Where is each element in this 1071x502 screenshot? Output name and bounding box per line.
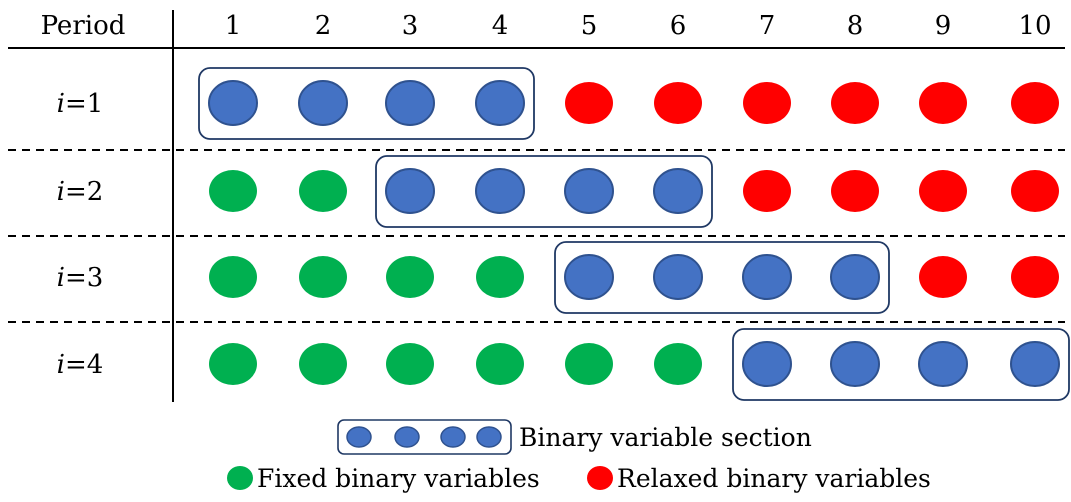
relaxed-variable-dot xyxy=(919,256,967,298)
period-header: Period xyxy=(41,11,126,41)
period-number: 5 xyxy=(581,11,598,41)
iteration-value: =2 xyxy=(65,177,103,207)
iteration-label: i=3 xyxy=(57,263,104,293)
iteration-variable: i xyxy=(57,350,65,380)
binary-variable-dot xyxy=(830,254,880,300)
period-number: 1 xyxy=(225,11,242,41)
iteration-row: i=3 xyxy=(57,241,1059,314)
binary-variable-dot xyxy=(1010,341,1060,387)
legend-binary-dot xyxy=(440,426,466,448)
binary-variable-dot xyxy=(742,341,792,387)
fixed-variable-dot xyxy=(299,256,347,298)
relaxed-variable-dot xyxy=(1011,256,1059,298)
binary-variable-dot xyxy=(475,80,525,126)
iteration-row: i=2 xyxy=(57,155,1059,228)
fixed-variable-dot xyxy=(209,256,257,298)
iteration-row: i=4 xyxy=(57,328,1070,401)
fixed-variable-dot xyxy=(476,343,524,385)
binary-variable-dot xyxy=(564,254,614,300)
relaxed-variable-dot xyxy=(1011,170,1059,212)
binary-variable-dot xyxy=(385,80,435,126)
binary-variable-dot xyxy=(653,254,703,300)
period-number: 2 xyxy=(315,11,332,41)
legend-relaxed-label: Relaxed binary variables xyxy=(617,464,931,493)
period-number: 10 xyxy=(1018,11,1051,41)
fixed-variable-dot xyxy=(386,256,434,298)
legend-fixed-dot xyxy=(227,466,253,490)
iteration-label: i=2 xyxy=(57,177,104,207)
period-number: 4 xyxy=(492,11,509,41)
relaxed-variable-dot xyxy=(654,82,702,124)
binary-variable-dot xyxy=(385,168,435,214)
period-number: 7 xyxy=(759,11,776,41)
fixed-variable-dot xyxy=(209,343,257,385)
iteration-value: =1 xyxy=(65,89,103,119)
binary-variable-dot xyxy=(653,168,703,214)
fixed-variable-dot xyxy=(476,256,524,298)
iteration-rows: i=1i=2i=3i=4 xyxy=(57,67,1070,401)
legend-relaxed-dot xyxy=(587,466,613,490)
binary-variable-dot xyxy=(564,168,614,214)
relaxed-variable-dot xyxy=(743,170,791,212)
binary-variable-dot xyxy=(830,341,880,387)
fixed-variable-dot xyxy=(565,343,613,385)
period-number: 9 xyxy=(935,11,952,41)
relaxed-variable-dot xyxy=(919,82,967,124)
period-number: 8 xyxy=(847,11,864,41)
fixed-variable-dot xyxy=(299,170,347,212)
binary-variable-dot xyxy=(208,80,258,126)
binary-section-window xyxy=(198,67,535,140)
relaxed-variable-dot xyxy=(831,82,879,124)
relaxed-variable-dot xyxy=(743,82,791,124)
relaxed-variable-dot xyxy=(1011,82,1059,124)
iteration-value: =4 xyxy=(65,350,103,380)
iteration-variable: i xyxy=(57,177,65,207)
period-number: 6 xyxy=(670,11,687,41)
legend-section-box xyxy=(337,419,512,455)
legend-fixed-label: Fixed binary variables xyxy=(257,464,540,493)
fixed-variable-dot xyxy=(299,343,347,385)
legend-binary-dot xyxy=(394,426,420,448)
binary-variable-dot xyxy=(918,341,968,387)
relaxed-variable-dot xyxy=(919,170,967,212)
iteration-label: i=4 xyxy=(57,350,104,380)
fixed-variable-dot xyxy=(654,343,702,385)
binary-section-window xyxy=(732,328,1070,401)
legend: Binary variable section Fixed binary var… xyxy=(227,419,931,493)
binary-section-window xyxy=(554,241,890,314)
legend-section-label: Binary variable section xyxy=(519,423,812,452)
legend-binary-dot xyxy=(346,426,372,448)
iteration-value: =3 xyxy=(65,263,103,293)
iteration-variable: i xyxy=(57,263,65,293)
iteration-row: i=1 xyxy=(57,67,1059,140)
fixed-variable-dot xyxy=(386,343,434,385)
binary-variable-dot xyxy=(742,254,792,300)
relaxed-variable-dot xyxy=(565,82,613,124)
binary-variable-dot xyxy=(475,168,525,214)
period-number: 3 xyxy=(402,11,419,41)
binary-section-window xyxy=(375,155,713,228)
fixed-variable-dot xyxy=(209,170,257,212)
iteration-variable: i xyxy=(57,89,65,119)
period-numbers: 1 2 3 4 5 6 7 8 9 10 xyxy=(225,11,1052,41)
relaxed-variable-dot xyxy=(831,170,879,212)
binary-variable-dot xyxy=(298,80,348,126)
legend-binary-dot xyxy=(476,426,502,448)
iteration-label: i=1 xyxy=(57,89,104,119)
